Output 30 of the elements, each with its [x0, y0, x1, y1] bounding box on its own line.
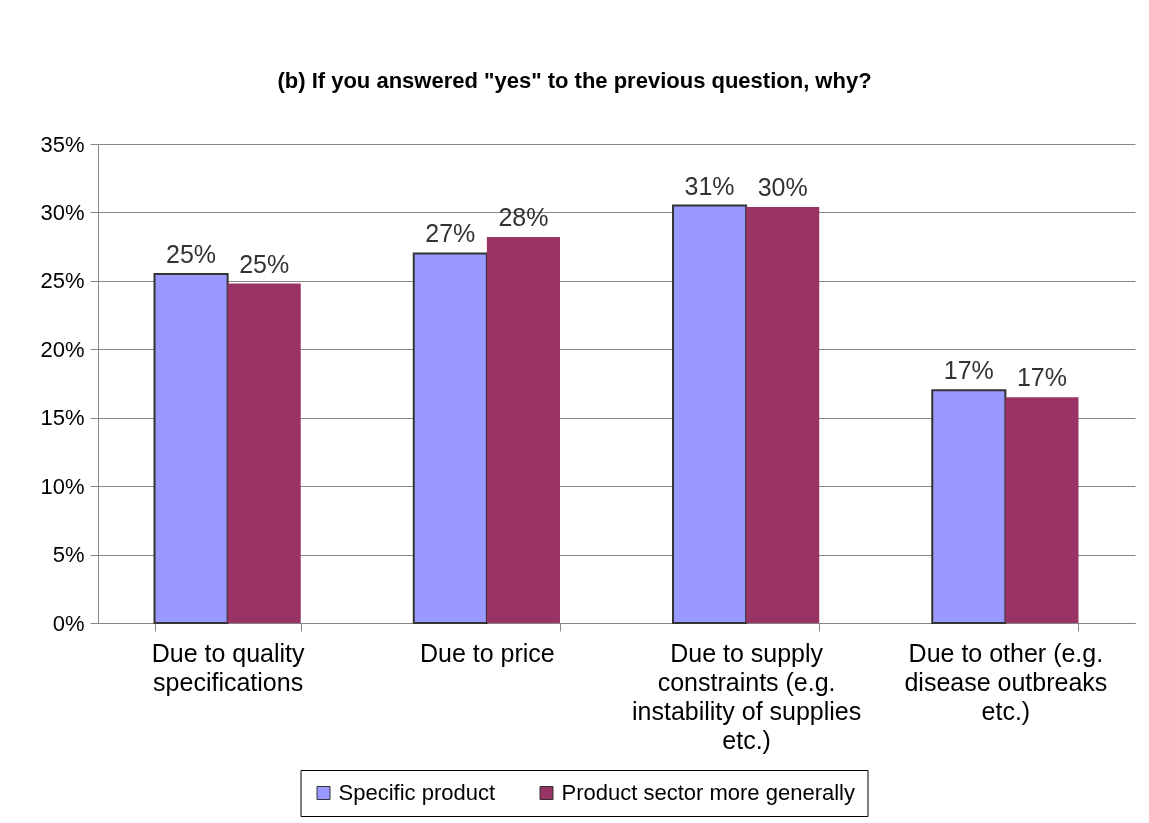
y-tick-label: 0%: [52, 610, 85, 636]
data-label: 17%: [1016, 363, 1067, 392]
bar: [486, 237, 560, 623]
y-tick-label: 10%: [40, 473, 85, 499]
x-tick-label: Due to price: [419, 638, 555, 667]
chart-title: (b) If you answered "yes" to the previous question, why?: [277, 68, 872, 93]
bar: [227, 283, 301, 623]
y-tick-label: 5%: [52, 542, 85, 568]
bar: [672, 204, 748, 624]
bar: [153, 273, 229, 624]
bar: [412, 252, 488, 624]
x-tick-label: Due to other (e.g. disease outbreaks etc.): [904, 638, 1108, 725]
bar: [931, 389, 1007, 624]
data-label: 17%: [943, 356, 994, 385]
data-label: 30%: [757, 172, 808, 201]
x-tick-label: Due to supply constraints (e.g. instability of supplies etc.): [631, 638, 862, 754]
bar: [746, 206, 820, 623]
data-label: 31%: [684, 171, 735, 200]
x-tick-label: Due to quality specifications: [151, 638, 306, 696]
data-label: 27%: [425, 219, 476, 248]
legend-label: Specific product: [338, 780, 496, 805]
y-tick-label: 35%: [40, 131, 85, 157]
bar: [1005, 397, 1079, 623]
y-tick-label: 15%: [40, 405, 85, 431]
data-label: 25%: [239, 249, 290, 278]
y-tick-label: 20%: [40, 336, 85, 362]
y-tick-label: 25%: [40, 268, 85, 294]
legend-label: Product sector more generally: [561, 780, 855, 805]
y-tick-label: 30%: [40, 199, 85, 225]
data-label: 25%: [166, 240, 217, 269]
